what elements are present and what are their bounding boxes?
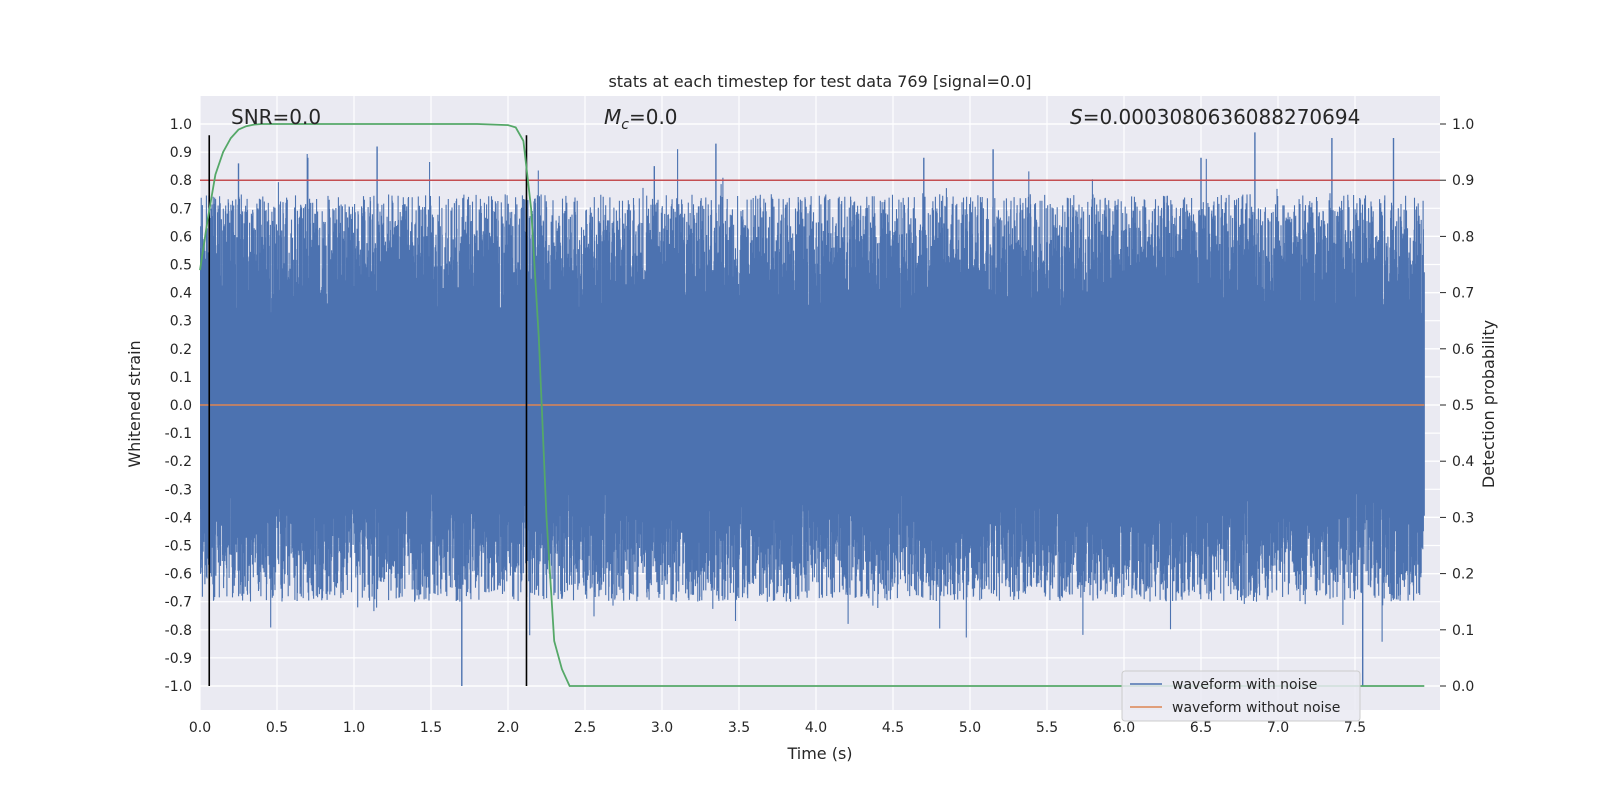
legend-entry-noise: waveform with noise: [1172, 677, 1317, 693]
y-tick-label: -0.9: [165, 651, 192, 667]
legend: waveform with noise waveform without noi…: [1121, 670, 1361, 722]
y-axis-ticks: 1.0 0.9 0.8 0.7 0.6 0.5 0.4 0.3 0.2 0.1 0.0 -0.1 -0.…: [165, 117, 192, 695]
y-axis-label: Whitened strain: [125, 340, 144, 467]
s-annotation: S=0.0003080636088270694: [1070, 105, 1360, 129]
y-tick-label: 0.1: [170, 370, 192, 386]
chirp-mass-subscript: c: [621, 117, 629, 133]
legend-entry-clean: waveform without noise: [1172, 700, 1340, 716]
right-tick-label: 1.0: [1452, 117, 1474, 133]
y-tick-label: 0.4: [170, 286, 192, 302]
y-tick-label: -0.3: [165, 482, 192, 498]
x-tick-label: 3.5: [728, 720, 750, 736]
y-tick-label: 0.3: [170, 314, 192, 330]
detection-probability-line: [199, 123, 1425, 687]
y-tick-label: -0.2: [165, 454, 192, 470]
right-tick-label: 0.9: [1452, 173, 1474, 189]
y-tick-label: 1.0: [170, 117, 192, 133]
y-tick-label: 0.5: [170, 258, 192, 274]
right-y-axis-ticks: 1.0 0.9 0.8 0.7 0.6 0.5 0.4 0.3 0.2 0.1 0.0: [1440, 117, 1474, 695]
y-tick-label: 0.0: [170, 398, 192, 414]
x-tick-label: 7.5: [1344, 720, 1366, 736]
chirp-mass-annotation: Mc=0.0: [604, 105, 678, 133]
right-tick-label: 0.1: [1452, 623, 1474, 639]
x-tick-label: 3.0: [651, 720, 673, 736]
x-tick-label: 5.0: [959, 720, 981, 736]
s-value: =0.0003080636088270694: [1083, 105, 1361, 129]
x-tick-label: 0.5: [266, 720, 288, 736]
chart-title: stats at each timestep for test data 769…: [608, 72, 1031, 91]
right-tick-label: 0.2: [1452, 567, 1474, 583]
x-tick-label: 6.5: [1190, 720, 1212, 736]
waveform-with-noise-series: [200, 132, 1425, 686]
x-tick-label: 5.5: [1036, 720, 1058, 736]
chirp-mass-value: =0.0: [629, 105, 678, 129]
x-tick-label: 0.0: [189, 720, 211, 736]
chirp-mass-symbol: M: [604, 105, 621, 129]
x-tick-label: 2.0: [497, 720, 519, 736]
y-tick-label: 0.6: [170, 229, 192, 245]
x-tick-label: 4.5: [882, 720, 904, 736]
y-tick-label: 0.2: [170, 342, 192, 358]
right-tick-label: 0.7: [1452, 286, 1474, 302]
x-tick-label: 2.5: [574, 720, 596, 736]
right-tick-label: 0.4: [1452, 454, 1474, 470]
y-tick-label: -0.1: [165, 426, 192, 442]
legend-box: [1121, 670, 1361, 722]
right-tick-label: 0.3: [1452, 510, 1474, 526]
y-tick-label: 0.7: [170, 201, 192, 217]
right-tick-label: 0.5: [1452, 398, 1474, 414]
y-tick-label: -0.4: [165, 510, 192, 526]
x-tick-label: 7.0: [1267, 720, 1289, 736]
y-tick-label: -1.0: [165, 679, 192, 695]
s-symbol: S: [1070, 105, 1083, 129]
noise-trace: [200, 149, 1425, 642]
right-tick-label: 0.6: [1452, 342, 1474, 358]
x-axis-label: Time (s): [786, 744, 852, 763]
y-tick-label: -0.5: [165, 539, 192, 555]
x-tick-label: 4.0: [805, 720, 827, 736]
y-tick-label: -0.8: [165, 623, 192, 639]
right-y-axis-label: Detection probability: [1479, 320, 1498, 488]
snr-annotation: SNR=0.0: [231, 105, 321, 129]
x-tick-label: 1.5: [420, 720, 442, 736]
y-tick-label: 0.9: [170, 145, 192, 161]
vertical-markers: [208, 135, 528, 686]
x-tick-label: 1.0: [343, 720, 365, 736]
right-tick-label: 0.8: [1452, 229, 1474, 245]
y-tick-label: -0.6: [165, 567, 192, 583]
x-axis-ticks: 0.0 0.5 1.0 1.5 2.0 2.5 3.0 3.5 4.0 4.5 5.0 5.5 6.0 6…: [189, 720, 1366, 736]
y-tick-label: 0.8: [170, 173, 192, 189]
right-tick-label: 0.0: [1452, 679, 1474, 695]
y-tick-label: -0.7: [165, 595, 192, 611]
x-tick-label: 6.0: [1113, 720, 1135, 736]
